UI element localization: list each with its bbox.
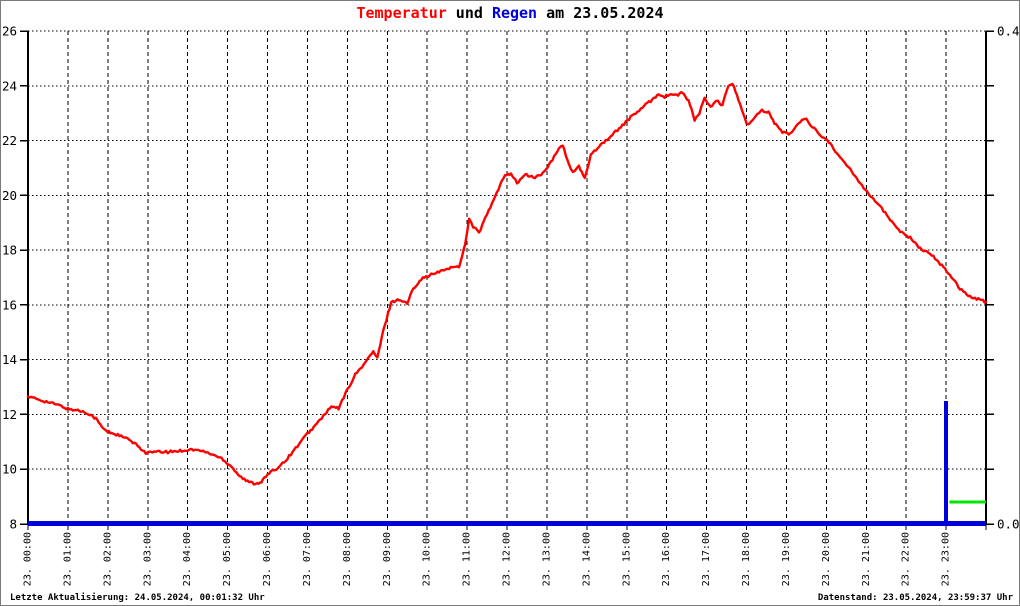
svg-text:23. 20:00: 23. 20:00 [821,532,832,586]
svg-text:23. 12:00: 23. 12:00 [502,532,513,586]
svg-text:23. 00:00: 23. 00:00 [23,532,34,586]
svg-text:16: 16 [2,297,17,312]
svg-text:23. 16:00: 23. 16:00 [661,532,672,586]
svg-text:23. 07:00: 23. 07:00 [302,532,313,586]
svg-text:26: 26 [2,24,17,39]
title-regen: Regen [491,4,538,22]
svg-text:23. 04:00: 23. 04:00 [182,532,193,586]
title-und: und [446,4,492,22]
svg-text:23. 17:00: 23. 17:00 [701,532,712,586]
footer-data-state: Datenstand: 23.05.2024, 23:59:37 Uhr [817,593,1013,603]
svg-text:23. 01:00: 23. 01:00 [62,532,73,586]
svg-text:0.4: 0.4 [997,24,1019,39]
axis-ticks [20,30,994,530]
svg-text:8: 8 [9,517,17,532]
svg-text:23. 06:00: 23. 06:00 [262,532,273,586]
svg-text:23. 02:00: 23. 02:00 [102,532,113,586]
svg-text:24: 24 [2,78,17,93]
svg-text:23. 21:00: 23. 21:00 [861,532,872,586]
svg-text:14: 14 [2,352,17,367]
svg-text:22: 22 [2,133,17,148]
svg-text:20: 20 [2,188,17,203]
title-date: am 23.05.2024 [537,4,664,22]
svg-text:23. 03:00: 23. 03:00 [142,532,153,586]
svg-text:23. 18:00: 23. 18:00 [741,532,752,586]
svg-text:23. 10:00: 23. 10:00 [422,532,433,586]
svg-text:10: 10 [2,462,17,477]
rain-baseline [28,521,986,526]
svg-text:23. 22:00: 23. 22:00 [901,532,912,586]
svg-text:23. 11:00: 23. 11:00 [462,532,473,586]
svg-text:0.0: 0.0 [997,517,1019,532]
svg-text:23. 08:00: 23. 08:00 [342,532,353,586]
svg-text:23. 15:00: 23. 15:00 [621,532,632,586]
footer-last-update: Letzte Aktualisierung: 24.05.2024, 00:01… [10,593,265,603]
svg-text:23. 05:00: 23. 05:00 [222,532,233,586]
svg-text:23. 13:00: 23. 13:00 [541,532,552,586]
title-temperatur: Temperatur [356,4,447,22]
svg-text:23. 23:00: 23. 23:00 [941,532,952,586]
temperature-line [26,82,988,486]
rain-bars [944,400,949,524]
svg-text:23. 09:00: 23. 09:00 [382,532,393,586]
svg-text:23. 14:00: 23. 14:00 [581,532,592,586]
y-right-labels: 0.4 0.0 [997,24,1019,532]
svg-text:12: 12 [2,407,17,422]
chart-title: Temperatur und Regen am 23.05.2024 [1,4,1019,22]
x-labels: 23. 00:00 23. 01:00 23. 02:00 23. 03:00 23. … [23,532,952,586]
svg-text:23. 19:00: 23. 19:00 [781,532,792,586]
svg-text:18: 18 [2,243,17,258]
y-left-labels: 26 24 22 20 18 16 14 12 10 8 [2,24,17,532]
